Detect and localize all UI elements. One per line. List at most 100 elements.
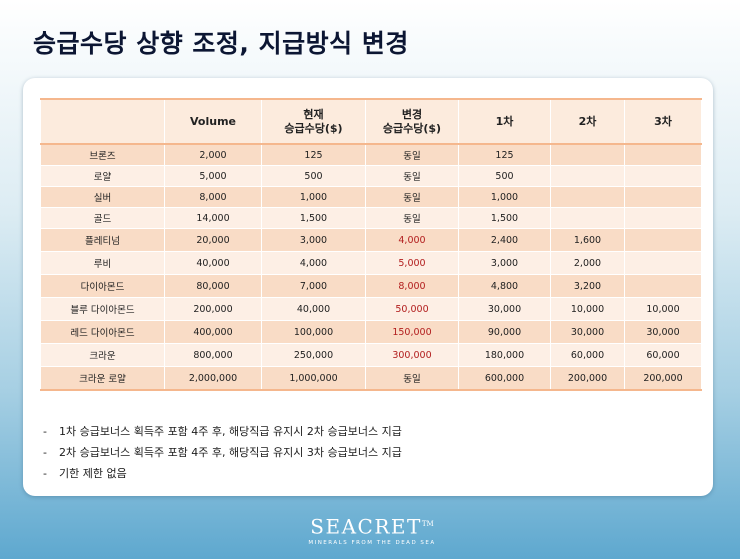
table-row: 실버 8,000 1,000 동일 1,000: [40, 186, 702, 208]
table-cell: 100,000: [261, 320, 366, 344]
table-cell: 1,000: [458, 186, 551, 208]
table-cell: 1,500: [261, 207, 366, 229]
table-row: 브론즈 2,000 125 동일 125: [40, 143, 702, 166]
table-cell: 80,000: [164, 274, 262, 298]
table-cell: 1,000,000: [261, 366, 366, 391]
table-cell: 60,000: [550, 343, 625, 367]
table-cell: 7,000: [261, 274, 366, 298]
table-cell: 5,000: [365, 251, 459, 275]
column-header: 현재 승급수당($): [261, 98, 366, 145]
table-cell: [550, 207, 625, 229]
header-rank: [40, 98, 165, 145]
table-cell: 30,000: [458, 297, 551, 321]
slide-title: 승급수당 상향 조정, 지급방식 변경: [33, 29, 409, 58]
table-cell: 4,000: [261, 251, 366, 275]
table-cell: 동일: [365, 366, 459, 391]
table-cell: [624, 165, 702, 187]
rank-name-cell: 로얄: [40, 165, 165, 187]
brand-name: SEACRETTM: [292, 513, 452, 538]
table-cell: 14,000: [164, 207, 262, 229]
table-cell: 2,000,000: [164, 366, 262, 391]
table-cell: 1,600: [550, 228, 625, 252]
table-cell: [624, 186, 702, 208]
column-header: 3차: [624, 98, 702, 145]
rank-name-cell: 브론즈: [40, 143, 165, 166]
table-cell: 2,000: [550, 251, 625, 275]
brand-name-text: SEACRET: [310, 514, 422, 539]
table-cell: 90,000: [458, 320, 551, 344]
table-cell: 600,000: [458, 366, 551, 391]
table-row: 다이아몬드 80,000 7,000 8,000 4,800 3,200: [40, 274, 702, 298]
brand-tagline: MINERALS FROM THE DEAD SEA: [308, 539, 436, 546]
column-header: 변경 승급수당($): [365, 98, 459, 145]
table-cell: 3,000: [458, 251, 551, 275]
rank-name-cell: 다이아몬드: [40, 274, 165, 298]
table-row: 루비 40,000 4,000 5,000 3,000 2,000: [40, 251, 702, 275]
table-cell: 동일: [365, 186, 459, 208]
note-text: 1차 승급보너스 획득주 포함 4주 후, 해당직급 유지시 2차 승급보너스 …: [59, 425, 402, 438]
table-cell: 50,000: [365, 297, 459, 321]
table-row: 크라운 로얄 2,000,000 1,000,000 동일 600,000 200,000…: [40, 366, 702, 391]
table-cell: 3,200: [550, 274, 625, 298]
note-dash: -: [43, 425, 47, 438]
table-row: 크라운 800,000 250,000 300,000 180,000 60,000 60,…: [40, 343, 702, 367]
note-item: - 기한 제한 없음: [43, 463, 402, 484]
table-cell: 800,000: [164, 343, 262, 367]
table-cell: 125: [261, 143, 366, 166]
note-text: 기한 제한 없음: [59, 467, 127, 480]
table-cell: [624, 143, 702, 166]
table-cell: 20,000: [164, 228, 262, 252]
table-cell: 500: [458, 165, 551, 187]
table-row: 블루 다이아몬드 200,000 40,000 50,000 30,000 10,000 1…: [40, 297, 702, 321]
table-cell: 1,500: [458, 207, 551, 229]
table-cell: [550, 143, 625, 166]
content-panel: Volume 현재 승급수당($) 변경 승급수당($) 1차 2차 3차 브론즈 2,00…: [23, 78, 713, 496]
rank-name-cell: 블루 다이아몬드: [40, 297, 165, 321]
note-dash: -: [43, 467, 47, 480]
table-header-row: Volume 현재 승급수당($) 변경 승급수당($) 1차 2차 3차: [40, 98, 702, 145]
trademark-mark: TM: [421, 520, 434, 528]
table-cell: 200,000: [164, 297, 262, 321]
table-cell: 40,000: [261, 297, 366, 321]
rank-name-cell: 골드: [40, 207, 165, 229]
table-cell: 400,000: [164, 320, 262, 344]
table-cell: 8,000: [365, 274, 459, 298]
table-cell: [624, 207, 702, 229]
table-cell: 125: [458, 143, 551, 166]
table-cell: [624, 251, 702, 275]
table-cell: 300,000: [365, 343, 459, 367]
table-row: 로얄 5,000 500 동일 500: [40, 165, 702, 187]
table-cell: [624, 228, 702, 252]
table-cell: 2,400: [458, 228, 551, 252]
seacret-logo: SEACRETTM MINERALS FROM THE DEAD SEA: [292, 513, 452, 546]
column-header: 1차: [458, 98, 551, 145]
table-cell: 동일: [365, 165, 459, 187]
table-cell: 250,000: [261, 343, 366, 367]
table-body: 브론즈 2,000 125 동일 125 로얄 5,000 500 동일 500 실버 8,000 1,…: [40, 143, 702, 391]
rank-name-cell: 루비: [40, 251, 165, 275]
rank-name-cell: 크라운: [40, 343, 165, 367]
column-header: 2차: [550, 98, 625, 145]
table-cell: 3,000: [261, 228, 366, 252]
note-text: 2차 승급보너스 획득주 포함 4주 후, 해당직급 유지시 3차 승급보너스 …: [59, 446, 402, 459]
table-row: 레드 다이아몬드 400,000 100,000 150,000 90,000 30,00…: [40, 320, 702, 344]
table-cell: 40,000: [164, 251, 262, 275]
table-row: 골드 14,000 1,500 동일 1,500: [40, 207, 702, 229]
table-cell: 5,000: [164, 165, 262, 187]
table-cell: 8,000: [164, 186, 262, 208]
table-cell: 4,000: [365, 228, 459, 252]
table-cell: [550, 186, 625, 208]
table-cell: 2,000: [164, 143, 262, 166]
note-item: -1차 승급보너스 획득주 포함 4주 후, 해당직급 유지시 2차 승급보너스…: [43, 421, 402, 442]
table-cell: [550, 165, 625, 187]
rank-name-cell: 레드 다이아몬드: [40, 320, 165, 344]
table-cell: [624, 274, 702, 298]
table-cell: 동일: [365, 207, 459, 229]
rank-name-cell: 실버: [40, 186, 165, 208]
note-item: -2차 승급보너스 획득주 포함 4주 후, 해당직급 유지시 3차 승급보너스…: [43, 442, 402, 463]
table-cell: 동일: [365, 143, 459, 166]
table-cell: 4,800: [458, 274, 551, 298]
rank-name-cell: 플레티넘: [40, 228, 165, 252]
table-cell: 10,000: [550, 297, 625, 321]
column-header: Volume: [164, 98, 262, 145]
